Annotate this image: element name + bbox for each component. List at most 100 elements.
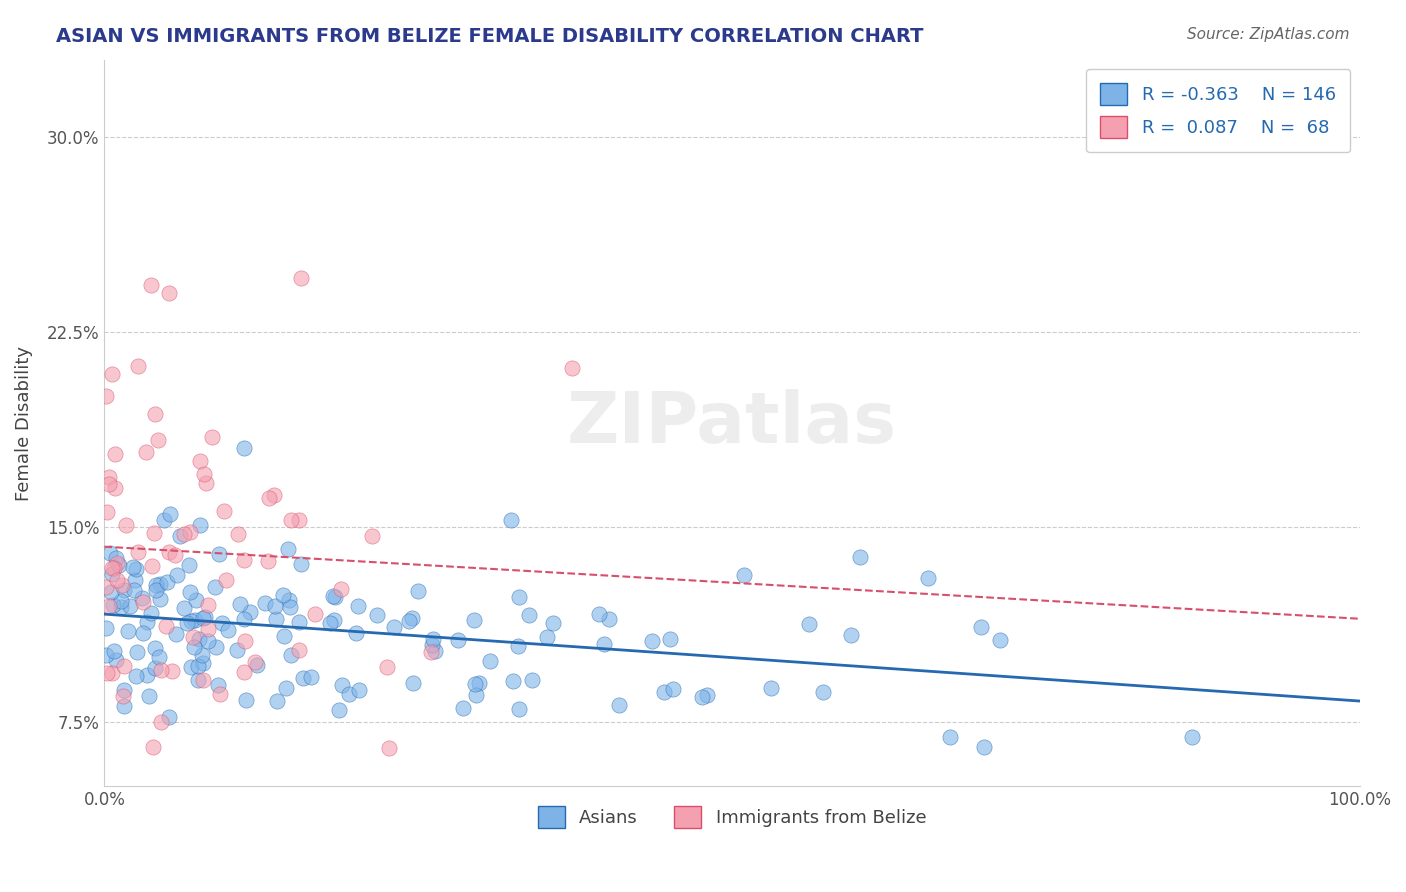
Asians xyxy=(120,599,142,613)
Asians xyxy=(592,637,614,651)
Immigrants from Belize xyxy=(132,595,155,609)
Immigrants from Belize xyxy=(157,285,180,300)
Immigrants from Belize xyxy=(232,665,254,679)
Asians xyxy=(233,612,256,626)
Asians xyxy=(253,596,276,610)
Immigrants from Belize xyxy=(330,582,353,596)
Asians xyxy=(165,627,187,641)
Asians xyxy=(1181,730,1204,744)
Asians xyxy=(131,591,153,606)
Asians xyxy=(217,624,239,638)
Asians xyxy=(849,550,872,565)
Asians xyxy=(141,606,163,620)
Immigrants from Belize xyxy=(104,481,127,495)
Asians xyxy=(148,649,170,664)
Asians xyxy=(125,669,148,683)
Asians xyxy=(536,630,558,644)
Asians xyxy=(973,739,995,754)
Asians xyxy=(176,616,198,631)
Immigrants from Belize xyxy=(127,359,149,374)
Asians xyxy=(124,573,146,587)
Asians xyxy=(98,545,121,559)
Asians xyxy=(690,690,713,705)
Asians xyxy=(125,645,148,659)
Asians xyxy=(173,600,195,615)
Immigrants from Belize xyxy=(288,642,311,657)
Asians xyxy=(406,584,429,599)
Immigrants from Belize xyxy=(98,470,121,484)
Immigrants from Belize xyxy=(287,513,309,527)
Immigrants from Belize xyxy=(290,270,312,285)
Legend: Asians, Immigrants from Belize: Asians, Immigrants from Belize xyxy=(530,799,934,836)
Asians xyxy=(125,562,148,576)
Immigrants from Belize xyxy=(361,529,384,543)
Asians xyxy=(112,582,135,597)
Y-axis label: Female Disability: Female Disability xyxy=(15,345,32,500)
Asians xyxy=(112,682,135,697)
Asians xyxy=(264,612,287,626)
Asians xyxy=(108,558,131,573)
Immigrants from Belize xyxy=(419,645,441,659)
Immigrants from Belize xyxy=(243,656,266,670)
Asians xyxy=(122,583,145,598)
Asians xyxy=(330,677,353,691)
Asians xyxy=(104,653,127,667)
Immigrants from Belize xyxy=(142,526,165,541)
Asians xyxy=(153,513,176,527)
Asians xyxy=(233,441,256,455)
Asians xyxy=(274,681,297,696)
Asians xyxy=(273,629,295,643)
Immigrants from Belize xyxy=(105,573,128,587)
Asians xyxy=(420,638,443,652)
Asians xyxy=(143,640,166,655)
Asians xyxy=(277,593,299,607)
Asians xyxy=(177,558,200,572)
Asians xyxy=(100,584,122,599)
Asians xyxy=(211,616,233,631)
Immigrants from Belize xyxy=(235,633,257,648)
Asians xyxy=(235,693,257,707)
Asians xyxy=(114,699,136,714)
Asians xyxy=(366,608,388,623)
Asians xyxy=(166,567,188,582)
Asians xyxy=(191,656,214,670)
Asians xyxy=(517,608,540,623)
Asians xyxy=(191,648,214,663)
Immigrants from Belize xyxy=(215,573,238,587)
Asians xyxy=(339,687,361,701)
Asians xyxy=(598,612,620,626)
Asians xyxy=(156,574,179,589)
Text: ASIAN VS IMMIGRANTS FROM BELIZE FEMALE DISABILITY CORRELATION CHART: ASIAN VS IMMIGRANTS FROM BELIZE FEMALE D… xyxy=(56,27,924,45)
Asians xyxy=(229,597,252,611)
Asians xyxy=(94,621,117,635)
Asians xyxy=(264,599,287,613)
Immigrants from Belize xyxy=(375,659,398,673)
Asians xyxy=(207,678,229,692)
Asians xyxy=(464,688,486,702)
Asians xyxy=(290,557,312,571)
Asians xyxy=(464,677,486,691)
Asians xyxy=(180,660,202,674)
Asians xyxy=(508,590,530,604)
Asians xyxy=(658,632,681,647)
Asians xyxy=(398,614,420,628)
Immigrants from Belize xyxy=(190,454,212,468)
Asians xyxy=(839,628,862,642)
Immigrants from Belize xyxy=(145,408,167,422)
Asians xyxy=(103,644,125,658)
Asians xyxy=(184,613,207,627)
Immigrants from Belize xyxy=(378,740,401,755)
Asians xyxy=(131,625,153,640)
Immigrants from Belize xyxy=(179,525,201,540)
Immigrants from Belize xyxy=(100,665,122,680)
Asians xyxy=(401,611,423,625)
Immigrants from Belize xyxy=(256,554,278,568)
Asians xyxy=(191,610,214,624)
Asians xyxy=(468,676,491,690)
Immigrants from Belize xyxy=(163,548,186,562)
Immigrants from Belize xyxy=(259,491,281,505)
Asians xyxy=(143,661,166,675)
Asians xyxy=(463,614,485,628)
Asians xyxy=(520,673,543,687)
Asians xyxy=(278,600,301,615)
